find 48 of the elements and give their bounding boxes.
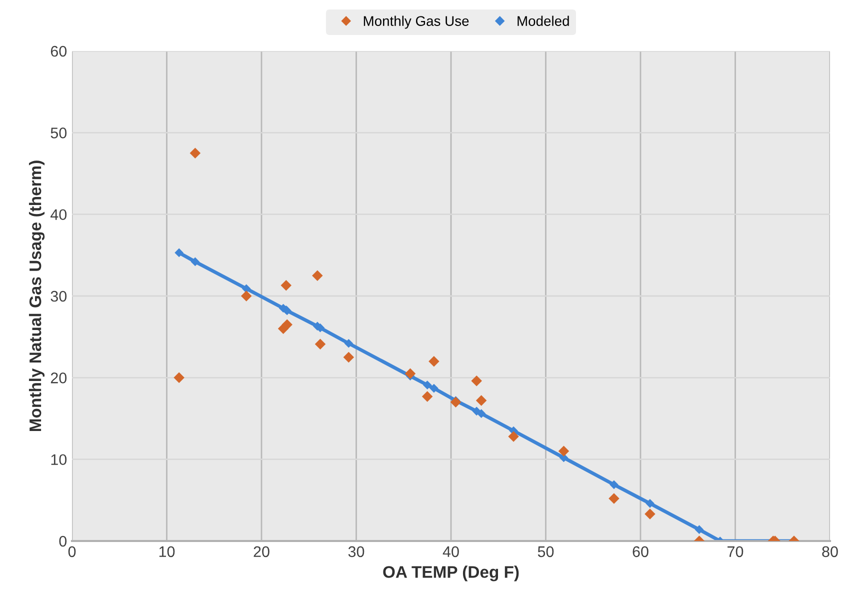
x-tick-label: 80 [822,546,838,558]
x-tick-label: 50 [538,546,554,558]
point [174,372,184,384]
point [610,480,618,489]
x-tick-label: 40 [442,546,459,558]
point [190,148,201,158]
y-tick-label: 30 [50,290,67,302]
point [343,352,354,363]
x-tick-label: 0 [68,546,76,558]
point [242,284,250,293]
y-tick-label: 40 [50,209,67,220]
point [428,356,440,367]
legend-label: Monthly Gas Use [364,16,469,29]
point [174,248,184,257]
point [558,446,570,457]
x-tick-label: 70 [728,546,744,558]
x-tick-label: 30 [348,546,364,558]
y-tick-label: 10 [51,454,67,466]
point [644,508,656,520]
point [404,368,416,379]
point [312,270,323,281]
x-tick-label: 60 [632,546,648,558]
x-tick-label: 10 [159,546,175,558]
point [344,339,353,348]
point [423,380,432,390]
point [430,384,438,392]
y-axis-title: Monthly Natual Gas Usage (therm) [28,160,45,432]
point [476,395,487,406]
legend-label: Modeled [518,16,569,26]
y-tick-label: 0 [59,536,67,547]
y-tick-label: 20 [50,372,67,384]
point [240,290,252,302]
point [646,499,654,508]
point [477,409,486,418]
x-tick-label: 20 [254,546,270,558]
y-tick-label: 50 [50,128,67,138]
point [450,396,462,408]
y-tick-label: 60 [50,46,67,57]
point [191,258,200,266]
point [280,280,292,291]
point [695,525,704,534]
point [608,493,620,504]
point [282,319,292,330]
x-axis-title: OA TEMP (Deg F) [383,566,519,582]
point [422,391,433,402]
point [314,338,326,350]
point [508,431,519,442]
point [471,376,482,386]
